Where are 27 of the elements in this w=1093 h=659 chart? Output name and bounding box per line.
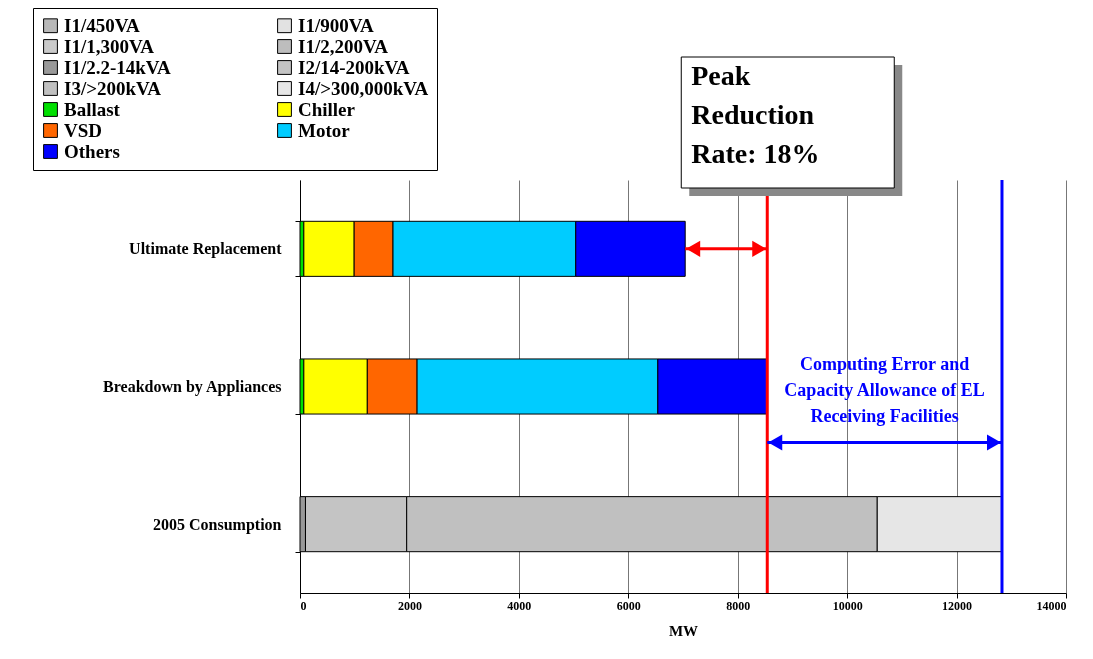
x-tick-label: 10000 [832,598,863,613]
legend-label: Motor [298,119,351,141]
y-tick-label: Ultimate Replacement [129,240,283,259]
x-tick-label: 14000 [1036,598,1067,613]
x-tick-label: 8000 [726,598,751,613]
x-tick-label: 4000 [507,598,532,613]
x-tick-label: 2000 [397,598,422,613]
legend-label: I2/14-200kVA [298,56,410,78]
legend-label: VSD [64,119,103,141]
text: Peak Reduction Rate: 18% [691,60,820,169]
legend-label: I1/2,200VA [298,35,389,57]
y-tick-label: Breakdown by Appliances [103,378,282,396]
legend-label: I1/900VA [298,14,374,36]
legend-label: Others [64,140,120,162]
x-tick-label: 6000 [616,598,641,613]
legend-label: Ballast [64,98,121,120]
legend-label: I1/1,300VA [64,35,155,57]
legend-label: I3/>200kVA [64,77,162,99]
x-tick-label: 0 [300,598,307,613]
legend-label: I1/450VA [64,14,140,36]
y-tick-label: 2005 Consumption [153,515,282,534]
legend-label: I1/2.2-14kVA [64,56,172,78]
legend-label: I4/>300,000kVA [298,77,429,99]
x-tick-label: 12000 [942,598,973,613]
legend-label: Chiller [298,98,356,120]
x-axis-title: MW [668,622,699,639]
annotation: Computing Error and Capacity Allowance of EL Receiving Facilities [784,353,985,426]
